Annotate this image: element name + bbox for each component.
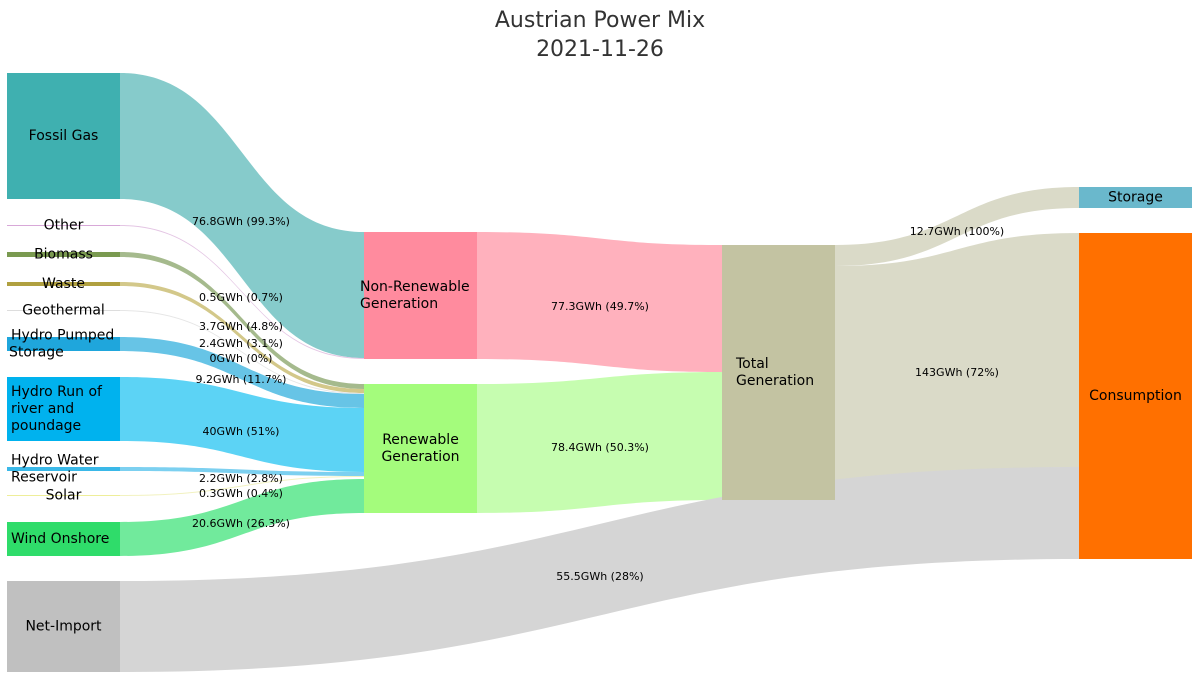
sankey-node-biomass xyxy=(7,252,120,257)
sankey-link-label: 143GWh (72%) xyxy=(915,366,999,379)
sankey-node-label-renewable: Renewable Generation xyxy=(381,432,459,465)
sankey-node-label-non_renewable: Non-Renewable Generation xyxy=(360,279,470,312)
sankey-link-label: 2.4GWh (3.1%) xyxy=(199,337,283,350)
sankey-link-label: 76.8GWh (99.3%) xyxy=(192,215,290,228)
sankey-link-non_renewable-to-total xyxy=(477,232,722,372)
sankey-node-renewable xyxy=(364,384,477,513)
sankey-link-hydro_pumped-to-renewable xyxy=(120,337,364,408)
sankey-link-label: 9.2GWh (11.7%) xyxy=(196,373,287,386)
sankey-link-other-to-non_renewable xyxy=(120,225,364,359)
sankey-node-geothermal xyxy=(7,310,120,311)
sankey-node-label-line: Total xyxy=(735,356,769,372)
sankey-node-label-line: Non-Renewable xyxy=(360,279,470,295)
sankey-node-label-fossil_gas: Fossil Gas xyxy=(29,128,99,144)
sankey-node-hydro_run xyxy=(7,377,120,441)
sankey-node-label-wind: Wind Onshore xyxy=(11,531,109,547)
sankey-link-label: 20.6GWh (26.3%) xyxy=(192,517,290,530)
sankey-link-label: 2.2GWh (2.8%) xyxy=(199,472,283,485)
sankey-node-wind xyxy=(7,522,120,556)
sankey-link-label: 40GWh (51%) xyxy=(203,425,280,438)
sankey-node-label-geothermal: Geothermal xyxy=(22,303,105,319)
sankey-link-fossil_gas-to-non_renewable xyxy=(120,73,364,358)
sankey-link-net_import-to-consumption xyxy=(120,467,1079,672)
sankey-node-waste xyxy=(7,282,120,286)
sankey-link-label: 55.5GWh (28%) xyxy=(556,570,643,583)
sankey-link-hydro_reservoir-to-renewable xyxy=(120,467,364,476)
sankey-node-net_import xyxy=(7,581,120,672)
sankey-node-label-line: poundage xyxy=(11,418,81,434)
sankey-node-label-biomass: Biomass xyxy=(34,247,93,263)
sankey-node-label-line: Storage xyxy=(1108,190,1163,206)
sankey-node-label-line: Generation xyxy=(360,296,438,312)
sankey-link-solar-to-renewable xyxy=(120,476,364,496)
sankey-link-total-to-storage xyxy=(835,187,1079,266)
sankey-node-label-solar: Solar xyxy=(46,488,82,504)
sankey-link-renewable-to-total xyxy=(477,372,722,513)
sankey-node-label-hydro_reservoir: Hydro Water Reservoir xyxy=(11,453,99,486)
sankey-node-hydro_reservoir xyxy=(7,467,120,471)
sankey-node-label-line: Hydro Water xyxy=(11,453,99,469)
sankey-node-label-line: Generation xyxy=(381,449,459,465)
sankey-link-hydro_run-to-renewable xyxy=(120,377,364,472)
sankey-node-label-hydro_pumped: Hydro Pumped Storage xyxy=(9,328,114,361)
sankey-node-label-waste: Waste xyxy=(42,276,85,292)
sankey-node-consumption xyxy=(1079,233,1192,559)
sankey-node-label-line: Consumption xyxy=(1089,388,1182,404)
sankey-node-labels: Fossil Gas Other Biomass Waste Geothermal Hyd… xyxy=(9,128,1182,635)
sankey-node-label-line: Fossil Gas xyxy=(29,128,99,144)
sankey-node-label-line: Solar xyxy=(46,488,82,504)
sankey-node-solar xyxy=(7,495,120,496)
sankey-link-waste-to-renewable xyxy=(120,282,364,393)
sankey-node-label-line: Wind Onshore xyxy=(11,531,109,547)
sankey-link-label: 0.3GWh (0.4%) xyxy=(199,487,283,500)
sankey-node-label-line: Hydro Pumped xyxy=(11,328,114,344)
sankey-node-hydro_pumped xyxy=(7,337,120,351)
sankey-nodes xyxy=(7,73,1192,672)
sankey-node-storage xyxy=(1079,187,1192,208)
sankey-link-label: 78.4GWh (50.3%) xyxy=(551,441,649,454)
sankey-node-label-total: Total Generation xyxy=(735,356,814,389)
sankey-node-label-line: Geothermal xyxy=(22,303,105,319)
sankey-links xyxy=(120,73,1079,672)
sankey-node-label-storage: Storage xyxy=(1108,190,1163,206)
sankey-link-total-to-consumption xyxy=(835,233,1079,492)
sankey-node-total xyxy=(722,245,835,500)
sankey-node-label-line: Hydro Run of xyxy=(11,384,103,400)
sankey-node-fossil_gas xyxy=(7,73,120,199)
sankey-node-label-line: Waste xyxy=(42,276,85,292)
sankey-link-labels: 76.8GWh (99.3%) 0.5GWh (0.7%) 3.7GWh (4.8%… xyxy=(192,215,1004,583)
sankey-node-label-line: river and xyxy=(11,401,74,417)
sankey-link-label: 0.5GWh (0.7%) xyxy=(199,291,283,304)
sankey-node-label-other: Other xyxy=(44,218,84,234)
sankey-node-label-net_import: Net-Import xyxy=(25,619,102,635)
sankey-link-wind-to-renewable xyxy=(120,479,364,556)
sankey-link-label: 77.3GWh (49.7%) xyxy=(551,300,649,313)
sankey-node-label-line: Other xyxy=(44,218,84,234)
sankey-link-label: 12.7GWh (100%) xyxy=(910,225,1004,238)
sankey-link-label: 0GWh (0%) xyxy=(210,352,273,365)
sankey-node-label-line: Biomass xyxy=(34,247,93,263)
chart-subtitle: 2021-11-26 xyxy=(536,37,664,62)
sankey-node-other xyxy=(7,225,120,226)
sankey-link-biomass-to-renewable xyxy=(120,252,364,389)
chart-title: Austrian Power Mix xyxy=(495,8,705,33)
sankey-node-label-consumption: Consumption xyxy=(1089,388,1182,404)
sankey-node-label-line: Reservoir xyxy=(11,470,77,486)
sankey-node-label-hydro_run: Hydro Run of river and poundage xyxy=(11,384,103,434)
sankey-node-label-line: Renewable xyxy=(382,432,459,448)
sankey-node-non_renewable xyxy=(364,232,477,359)
sankey-node-label-line: Storage xyxy=(9,345,64,361)
sankey-link-geothermal-to-renewable xyxy=(120,310,364,394)
sankey-node-label-line: Generation xyxy=(736,373,814,389)
sankey-node-label-line: Net-Import xyxy=(25,619,102,635)
sankey-link-label: 3.7GWh (4.8%) xyxy=(199,320,283,333)
